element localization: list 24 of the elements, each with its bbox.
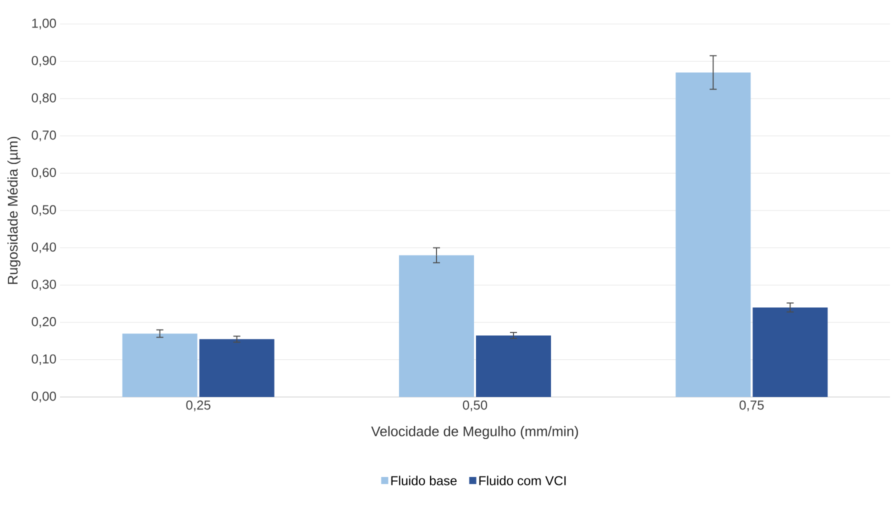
legend-label: Fluido com VCI <box>479 476 566 486</box>
y-tick-label: 0,20 <box>32 317 56 328</box>
y-tick-label: 1,00 <box>32 18 56 30</box>
y-tick-label: 0,00 <box>32 392 56 402</box>
legend-label: Fluido base <box>391 476 457 486</box>
y-axis-title: Rugosidade Média (µm) <box>7 136 20 284</box>
x-tick-label: 0,75 <box>740 400 764 412</box>
y-tick-label: 0,50 <box>32 205 56 216</box>
bar <box>676 72 751 397</box>
bar <box>752 307 828 397</box>
y-tick-label: 0,30 <box>32 280 56 290</box>
x-tick-label: 0,50 <box>462 400 488 412</box>
bar <box>399 255 474 397</box>
y-tick-label: 0,60 <box>32 168 56 179</box>
y-tick-label: 0,10 <box>32 354 56 366</box>
y-tick-label: 0,90 <box>32 56 56 67</box>
y-tick-label: 0,40 <box>32 242 56 254</box>
y-tick-label: 0,80 <box>32 93 56 104</box>
bar <box>476 335 552 397</box>
x-tick-label: 0,25 <box>186 400 210 412</box>
x-axis-title: Velocidade de Megulho (mm/min) <box>371 426 578 440</box>
bar <box>122 334 198 397</box>
bar <box>199 339 274 397</box>
y-tick-label: 0,70 <box>32 130 56 142</box>
